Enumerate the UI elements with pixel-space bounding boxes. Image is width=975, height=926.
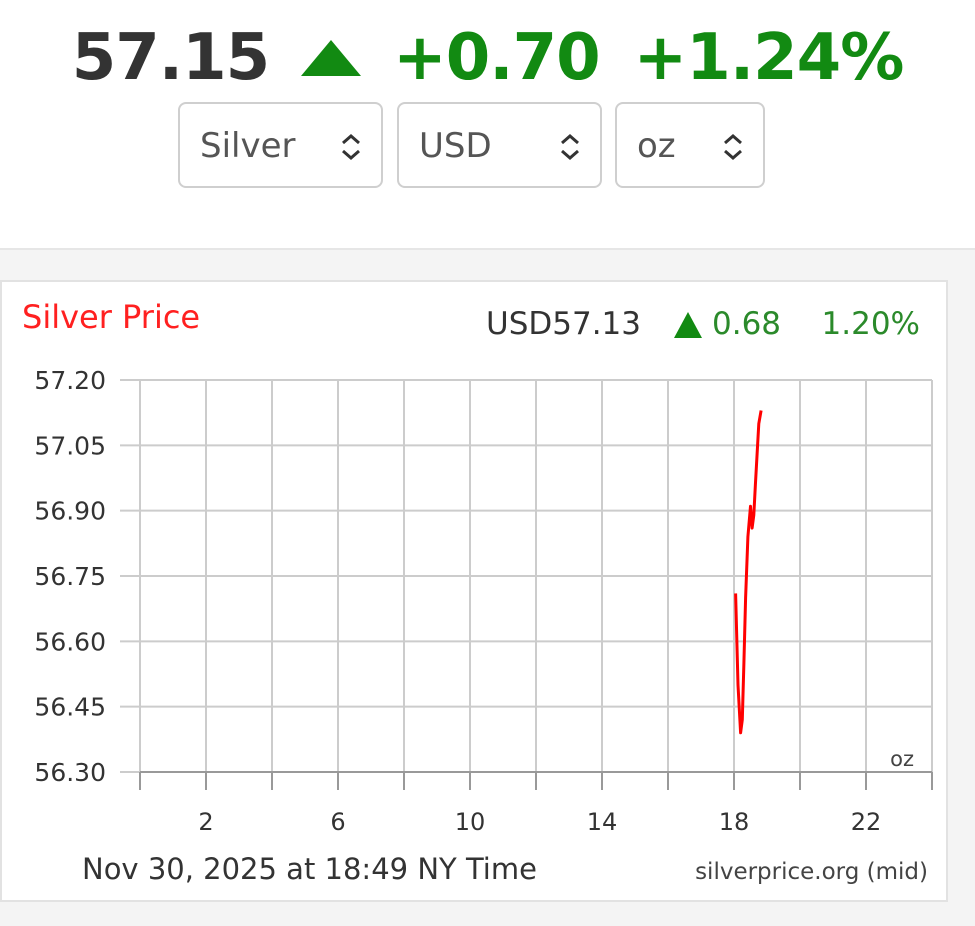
y-tick-label: 56.30 (34, 758, 106, 787)
chart-panel: 57.20 57.05 56.90 56.75 56.60 56.45 56.30 2 6 10… (0, 280, 948, 902)
price-header: 57.15 +0.70 +1.24% Silver USD oz (0, 0, 975, 250)
x-axis: 2 6 10 14 18 22 (139, 771, 933, 836)
y-tick-label: 56.75 (34, 562, 106, 591)
chart-title: Silver Price (22, 298, 200, 336)
up-down-chevron-icon (561, 134, 579, 160)
quote-prefix: USD57.13 (486, 306, 641, 342)
x-tick-label: 10 (455, 808, 486, 836)
unit-select[interactable]: oz (615, 102, 765, 188)
current-price: 57.15 (71, 21, 270, 95)
x-tick-label: 14 (587, 808, 618, 836)
y-tick-label: 56.60 (34, 627, 106, 656)
currency-select-value: USD (419, 126, 492, 166)
quote-change-percent: 1.20% (822, 306, 920, 342)
unit-label: oz (890, 747, 914, 771)
price-change-percent: +1.24% (633, 21, 905, 95)
series-lines (734, 410, 763, 735)
y-tick-label: 57.20 (34, 366, 106, 395)
selector-row: Silver USD oz (0, 102, 975, 192)
unit-select-value: oz (637, 126, 676, 166)
x-tick-label: 6 (330, 808, 345, 836)
x-tick-label: 2 (198, 808, 213, 836)
x-tick-label: 22 (851, 808, 882, 836)
metal-select-value: Silver (200, 126, 296, 166)
price-chart: 57.20 57.05 56.90 56.75 56.60 56.45 56.30 2 6 10… (22, 298, 933, 886)
x-tick-label: 18 (719, 808, 750, 836)
chart-source: silverprice.org (mid) (695, 859, 928, 885)
quote-currency: USD (486, 306, 552, 342)
price-summary: 57.15 +0.70 +1.24% (0, 18, 975, 98)
up-down-chevron-icon (724, 134, 742, 160)
currency-select[interactable]: USD (397, 102, 602, 188)
y-tick-label: 57.05 (34, 431, 106, 460)
series-line-0 (734, 410, 763, 735)
metal-select[interactable]: Silver (178, 102, 383, 188)
quote-change: 0.68 (712, 306, 781, 342)
y-tick-label: 56.45 (34, 693, 106, 722)
chart-timestamp: Nov 30, 2025 at 18:49 NY Time (82, 852, 537, 886)
price-change: +0.70 (393, 21, 601, 95)
chart-grid (120, 379, 933, 773)
quote-price: 57.13 (552, 306, 641, 342)
y-tick-label: 56.90 (34, 497, 106, 526)
up-arrow-icon (301, 40, 362, 76)
y-axis: 57.20 57.05 56.90 56.75 56.60 56.45 56.30 (34, 366, 106, 787)
up-down-chevron-icon (342, 134, 360, 160)
quote-up-arrow-icon (674, 312, 702, 338)
